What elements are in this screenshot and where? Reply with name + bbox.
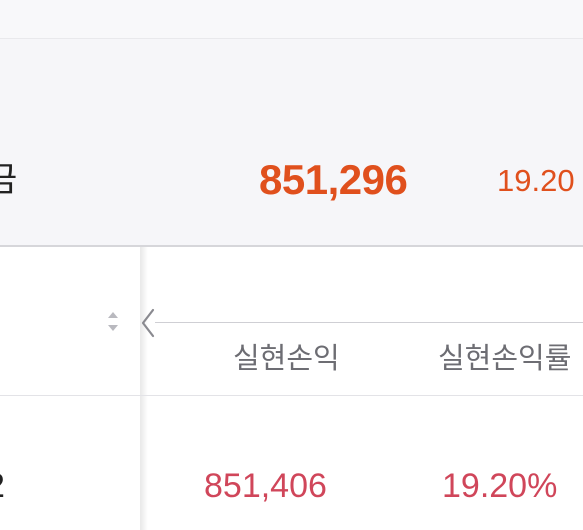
sort-up-icon — [108, 312, 118, 318]
summary-divider — [0, 245, 583, 247]
header-divider — [0, 395, 583, 396]
divider — [0, 38, 583, 39]
header-top-line — [155, 322, 583, 323]
summary-realized-profit: 851,296 — [259, 156, 408, 203]
header-profit-rate[interactable]: 실현손익률 — [438, 341, 572, 375]
row-realized-profit: 851,406 — [204, 467, 327, 505]
summary-row: 금 851,296 19.20 — [0, 39, 583, 245]
summary-label: 금 — [0, 160, 18, 200]
summary-profit-rate: 19.20 — [497, 163, 575, 198]
chevron-left-icon[interactable] — [138, 306, 158, 340]
row-lead-cell: 2 — [0, 469, 5, 503]
row-profit-rate: 19.20% — [442, 467, 558, 505]
top-strip — [0, 0, 583, 38]
fixed-column-shadow — [140, 247, 148, 530]
sort-arrows-icon[interactable] — [107, 312, 119, 336]
fixed-column — [0, 247, 140, 530]
header-realized-profit[interactable]: 실현손익 — [233, 341, 340, 375]
sort-down-icon — [108, 325, 118, 331]
